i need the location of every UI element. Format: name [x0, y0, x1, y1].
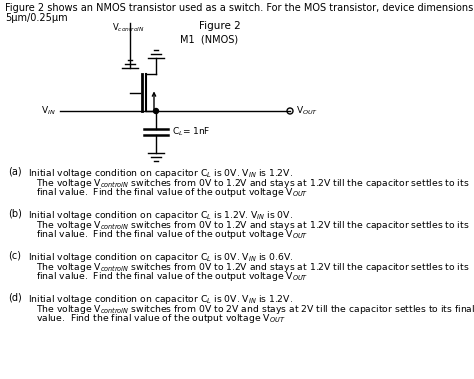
Text: The voltage V$_{controlN}$ switches from 0V to 1.2V and stays at 1.2V till the c: The voltage V$_{controlN}$ switches from… — [36, 219, 470, 232]
Text: (a): (a) — [8, 167, 22, 177]
Text: V$_{OUT}$: V$_{OUT}$ — [296, 105, 318, 117]
Text: Initial voltage condition on capacitor C$_L$ is 0V. V$_{IN}$ is 1.2V.: Initial voltage condition on capacitor C… — [28, 167, 293, 180]
Text: C$_{L}$= 1nF: C$_{L}$= 1nF — [172, 126, 210, 138]
Text: final value.  Find the final value of the output voltage V$_{OUT}$: final value. Find the final value of the… — [36, 270, 308, 283]
Text: Initial voltage condition on capacitor C$_L$ is 0V. V$_{IN}$ is 0.6V.: Initial voltage condition on capacitor C… — [28, 251, 293, 264]
Text: Initial voltage condition on capacitor C$_L$ is 1.2V. V$_{IN}$ is 0V.: Initial voltage condition on capacitor C… — [28, 209, 293, 222]
Text: M1  (NMOS): M1 (NMOS) — [180, 35, 238, 45]
Text: Figure 2 shows an NMOS transistor used as a switch. For the MOS transistor, devi: Figure 2 shows an NMOS transistor used a… — [5, 3, 474, 13]
Text: 5μm/0.25μm: 5μm/0.25μm — [5, 13, 68, 23]
Text: V$_{IN}$: V$_{IN}$ — [41, 105, 56, 117]
Text: value.  Find the final value of the output voltage V$_{OUT}$: value. Find the final value of the outpu… — [36, 312, 285, 325]
Text: The voltage V$_{controlN}$ switches from 0V to 1.2V and stays at 1.2V till the c: The voltage V$_{controlN}$ switches from… — [36, 177, 470, 190]
Text: (d): (d) — [8, 293, 22, 303]
Text: Initial voltage condition on capacitor C$_L$ is 0V. V$_{IN}$ is 1.2V.: Initial voltage condition on capacitor C… — [28, 293, 293, 306]
Text: Figure 2: Figure 2 — [199, 21, 241, 31]
Text: final value.  Find the final value of the output voltage V$_{OUT}$: final value. Find the final value of the… — [36, 186, 308, 199]
Text: The voltage V$_{controlN}$ switches from 0V to 2V and stays at 2V till the capac: The voltage V$_{controlN}$ switches from… — [36, 302, 474, 315]
Text: final value.  Find the final value of the output voltage V$_{OUT}$: final value. Find the final value of the… — [36, 228, 308, 241]
Circle shape — [154, 108, 158, 113]
Text: (c): (c) — [8, 251, 21, 261]
Text: (b): (b) — [8, 209, 22, 219]
Text: V$_{controlN}$: V$_{controlN}$ — [112, 21, 144, 33]
Text: The voltage V$_{controlN}$ switches from 0V to 1.2V and stays at 1.2V till the c: The voltage V$_{controlN}$ switches from… — [36, 260, 470, 274]
